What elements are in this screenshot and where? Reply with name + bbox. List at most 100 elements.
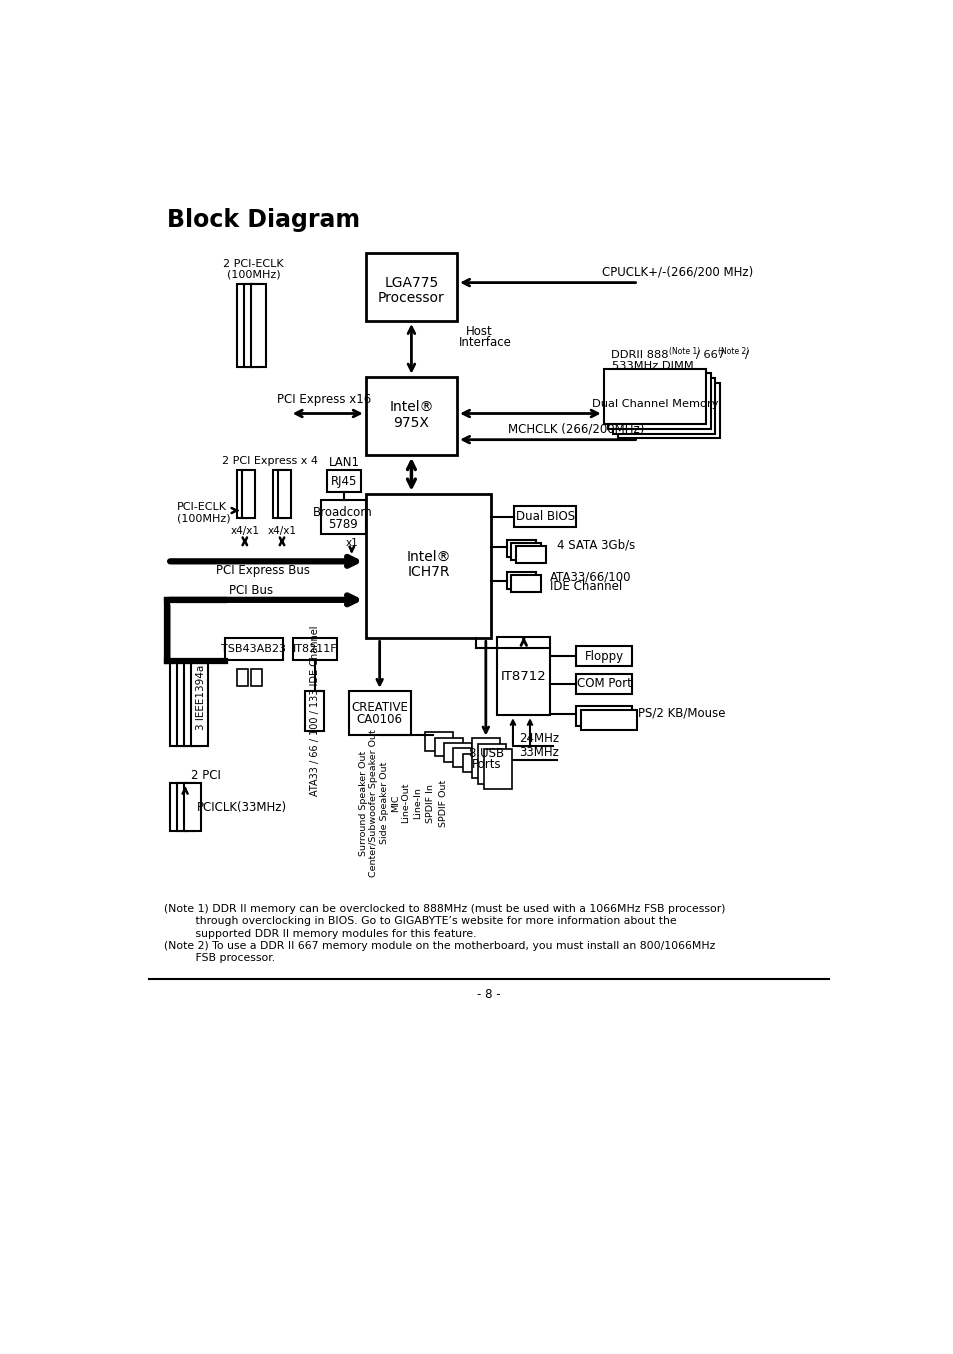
Bar	[477, 743, 505, 784]
Text: Intel®: Intel®	[389, 401, 434, 414]
Text: COM Port: COM Port	[577, 677, 631, 691]
Text: MIC: MIC	[391, 795, 400, 812]
Bar	[484, 749, 512, 789]
Bar	[506, 573, 536, 589]
Text: PCI Bus: PCI Bus	[229, 584, 273, 597]
Bar	[612, 378, 715, 433]
Bar	[576, 674, 632, 693]
Text: ATA33 / 66 / 100 / 133 IDE Channel: ATA33 / 66 / 100 / 133 IDE Channel	[309, 626, 319, 796]
Text: PCI Express Bus: PCI Express Bus	[215, 565, 310, 577]
Text: TSB43AB23: TSB43AB23	[221, 645, 286, 654]
Text: supported DDR II memory modules for this feature.: supported DDR II memory modules for this…	[164, 929, 476, 938]
Text: 2 PCI-ECLK: 2 PCI-ECLK	[223, 259, 283, 269]
Bar	[183, 663, 200, 746]
Bar	[236, 284, 253, 367]
Text: ATA33/66/100: ATA33/66/100	[550, 570, 631, 584]
Bar	[224, 638, 282, 659]
Text: Interface: Interface	[458, 336, 511, 349]
Text: LGA775: LGA775	[384, 276, 438, 290]
Text: ICH7R: ICH7R	[407, 565, 449, 580]
Text: DDRII 888: DDRII 888	[610, 349, 667, 360]
Text: CPUCLK+/-(266/200 MHz): CPUCLK+/-(266/200 MHz)	[601, 265, 752, 279]
Bar	[497, 636, 550, 715]
Text: PCI Express x16: PCI Express x16	[277, 393, 372, 406]
Bar	[435, 738, 462, 756]
Bar	[617, 383, 720, 439]
Bar	[608, 374, 710, 429]
Text: PS/2 KB/Mouse: PS/2 KB/Mouse	[638, 707, 725, 719]
Bar	[348, 691, 410, 735]
Text: 5789: 5789	[328, 517, 357, 531]
Text: Center/Subwoofer Speaker Out: Center/Subwoofer Speaker Out	[369, 730, 377, 877]
Bar	[236, 470, 249, 519]
Text: 8 USB: 8 USB	[469, 747, 503, 761]
Text: 4 SATA 3Gb/s: 4 SATA 3Gb/s	[557, 539, 635, 551]
Text: Floppy: Floppy	[584, 650, 623, 662]
Text: CA0106: CA0106	[356, 714, 402, 727]
Bar	[320, 500, 365, 533]
Text: (Note 2): (Note 2)	[718, 347, 749, 356]
Text: SPDIF Out: SPDIF Out	[438, 780, 447, 827]
Bar	[365, 494, 491, 638]
Text: 975X: 975X	[393, 416, 429, 429]
Text: Dual BIOS: Dual BIOS	[516, 510, 575, 523]
Text: 3 IEEE1394a: 3 IEEE1394a	[195, 665, 206, 730]
Bar	[576, 646, 632, 666]
Text: 533MHz DIMM: 533MHz DIMM	[612, 360, 694, 371]
Bar	[293, 638, 336, 659]
Text: PCICLK(33MHz): PCICLK(33MHz)	[196, 802, 287, 814]
Bar	[365, 376, 456, 455]
Bar	[511, 575, 540, 592]
Text: (100MHz): (100MHz)	[226, 269, 280, 280]
Text: RJ45: RJ45	[331, 475, 356, 487]
Text: SPDIF In: SPDIF In	[426, 784, 435, 823]
Text: - 8 -: - 8 -	[476, 987, 500, 1001]
Bar	[305, 691, 323, 731]
Text: 24MHz: 24MHz	[518, 733, 558, 745]
Bar	[516, 546, 545, 563]
Text: (100MHz): (100MHz)	[177, 513, 231, 523]
Text: Host: Host	[465, 325, 492, 338]
Bar	[327, 470, 360, 492]
Text: LAN1: LAN1	[328, 456, 359, 470]
Bar	[170, 663, 187, 746]
Text: Intel®: Intel®	[406, 550, 450, 563]
Text: (Note 2) To use a DDR II 667 memory module on the motherboard, you must install : (Note 2) To use a DDR II 667 memory modu…	[164, 941, 715, 951]
Text: PCI-ECLK: PCI-ECLK	[177, 502, 227, 512]
Text: FSB processor.: FSB processor.	[164, 953, 275, 963]
Bar	[251, 669, 261, 686]
Bar	[472, 738, 499, 779]
Text: (Note 1): (Note 1)	[669, 347, 700, 356]
Text: Line-In: Line-In	[413, 787, 421, 819]
Bar	[242, 470, 254, 519]
Bar	[425, 733, 453, 750]
Text: x4/x1: x4/x1	[230, 525, 259, 536]
Bar	[603, 368, 705, 424]
Bar	[443, 743, 472, 761]
Text: x4/x1: x4/x1	[267, 525, 296, 536]
Text: through overclocking in BIOS. Go to GIGABYTE’s website for more information abou: through overclocking in BIOS. Go to GIGA…	[164, 917, 676, 926]
Bar	[511, 543, 540, 559]
Text: Surround Speaker Out: Surround Speaker Out	[358, 750, 368, 856]
Text: Ports: Ports	[472, 758, 501, 772]
Text: (Note 1) DDR II memory can be overclocked to 888MHz (must be used with a 1066MHz: (Note 1) DDR II memory can be overclocke…	[164, 904, 725, 914]
Bar	[183, 783, 200, 831]
Text: Line-Out: Line-Out	[401, 783, 410, 823]
Text: Processor: Processor	[377, 291, 444, 305]
Bar	[462, 754, 490, 772]
Text: IDE Channel: IDE Channel	[550, 581, 621, 593]
Text: Broadcom: Broadcom	[313, 506, 373, 520]
Bar	[365, 253, 456, 321]
Bar	[580, 709, 637, 730]
Text: Block Diagram: Block Diagram	[167, 209, 360, 233]
Text: / 667: / 667	[695, 349, 724, 360]
Bar	[170, 783, 187, 831]
Text: 2 PCI: 2 PCI	[191, 769, 220, 781]
Text: 33MHz: 33MHz	[518, 746, 558, 758]
Bar	[278, 470, 291, 519]
Text: x1: x1	[345, 538, 357, 548]
Bar	[191, 663, 208, 746]
Text: 2 PCI Express x 4: 2 PCI Express x 4	[222, 456, 318, 466]
Bar	[236, 669, 248, 686]
Text: IT8712: IT8712	[500, 670, 546, 682]
